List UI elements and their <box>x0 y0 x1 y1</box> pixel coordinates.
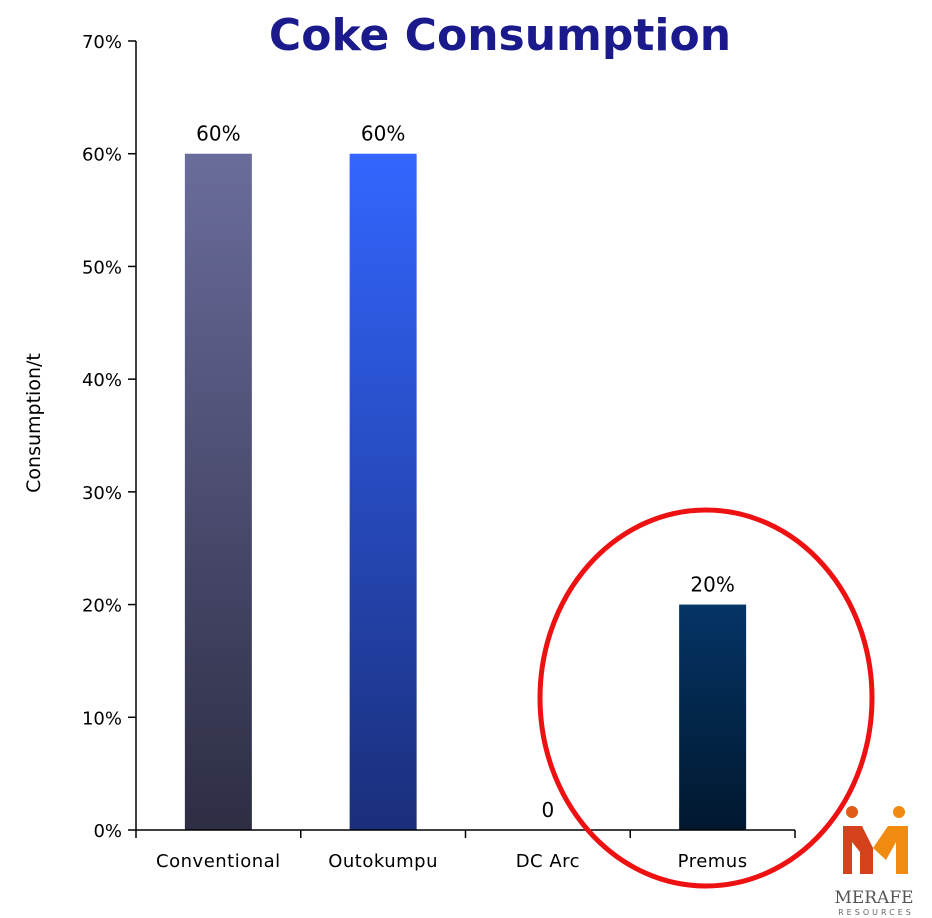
category-label: Premus <box>678 851 748 872</box>
logo-mark-icon <box>843 806 908 874</box>
chart-title: Coke Consumption <box>269 10 731 61</box>
category-label: Outokumpu <box>328 851 438 872</box>
value-label: 60% <box>196 122 240 146</box>
y-axis: 0% 10% 20% 30% 40% 50% 60% 70% <box>82 32 137 842</box>
bar-conventional <box>184 153 252 830</box>
y-tick-label: 10% <box>82 708 122 729</box>
y-tick-label: 30% <box>82 483 122 504</box>
y-tick-label: 60% <box>82 145 122 166</box>
value-labels: 60% 60% 0 20% <box>196 122 735 822</box>
highlight-circle <box>537 507 875 889</box>
category-labels: Conventional Outokumpu DC Arc Premus <box>156 851 748 872</box>
logo-subtext: RESOURCES <box>838 908 914 917</box>
logo-text: MERAFE <box>834 888 913 908</box>
value-label: 60% <box>361 122 405 146</box>
category-label: DC Arc <box>516 851 580 872</box>
y-tick-label: 40% <box>82 370 122 391</box>
x-axis <box>135 829 796 838</box>
value-label: 20% <box>690 573 734 597</box>
y-tick-label: 70% <box>82 32 122 53</box>
y-tick-label: 0% <box>93 821 122 842</box>
bar-outokumpu <box>349 153 417 830</box>
y-axis-label: Consumption/t <box>23 353 45 493</box>
bar-premus <box>679 604 747 830</box>
value-label: 0 <box>542 798 555 822</box>
bars-group <box>184 153 747 830</box>
y-tick-label: 50% <box>82 257 122 278</box>
category-label: Conventional <box>156 851 281 872</box>
y-tick-label: 20% <box>82 596 122 617</box>
merafe-logo: MERAFE RESOURCES <box>834 806 914 917</box>
